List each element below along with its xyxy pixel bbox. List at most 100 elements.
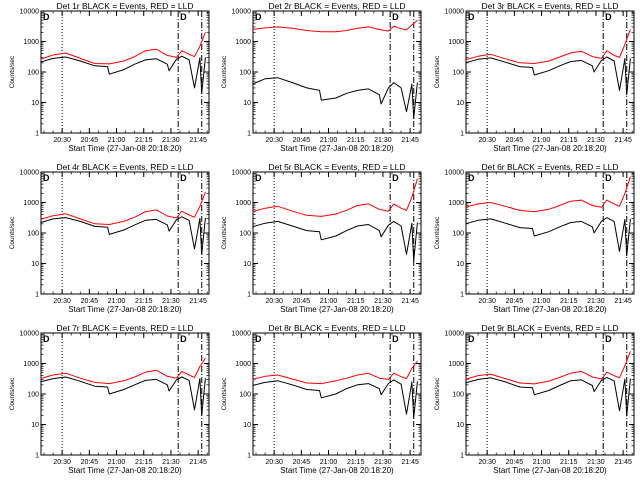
corner-label-left: D	[43, 12, 50, 22]
x-tick-label: 20:30	[265, 298, 283, 305]
series-line-black	[252, 379, 418, 419]
x-tick-label: 21:00	[320, 137, 338, 144]
x-tick-label: 21:15	[560, 137, 578, 144]
x-tick-label: 20:30	[478, 137, 496, 144]
y-axis-label: Counts/sec	[434, 55, 441, 88]
series-line-red	[40, 357, 206, 385]
x-tick-label: 20:45	[506, 298, 524, 305]
corner-label-left: D	[468, 334, 475, 344]
x-tick-label: 21:45	[401, 137, 419, 144]
x-axis-label: Start Time (27-Jan-08 20:18:20)	[493, 144, 607, 153]
series-line-black	[465, 376, 631, 417]
corner-label-right: D	[392, 12, 399, 22]
series-line-red	[465, 351, 631, 385]
x-axis-label: Start Time (27-Jan-08 20:18:20)	[68, 144, 182, 153]
corner-label-left: D	[255, 334, 262, 344]
plot-frame	[252, 171, 422, 295]
y-tick-label: 10	[31, 422, 39, 429]
y-tick-label: 1000	[235, 200, 251, 207]
chart-title: Det 3r BLACK = Events, RED = LLD	[481, 1, 618, 11]
y-tick-label: 1000	[23, 39, 39, 46]
corner-label-left: D	[43, 173, 50, 183]
chart-title: Det 9r BLACK = Events, RED = LLD	[481, 323, 618, 333]
y-tick-label: 1	[460, 292, 464, 299]
y-tick-label: 1	[35, 292, 39, 299]
y-tick-label: 1000	[23, 200, 39, 207]
y-tick-label: 100	[452, 231, 464, 238]
plot-frame	[252, 332, 422, 456]
x-tick-label: 20:45	[81, 459, 99, 466]
x-axis-label: Start Time (27-Jan-08 20:18:20)	[68, 305, 182, 314]
y-tick-label: 1000	[448, 361, 464, 368]
y-axis-label: Counts/sec	[9, 216, 16, 249]
x-tick-label: 21:30	[587, 459, 605, 466]
x-tick-label: 21:45	[189, 298, 207, 305]
y-tick-label: 100	[27, 231, 39, 238]
x-tick-label: 20:30	[265, 137, 283, 144]
y-tick-label: 1	[35, 453, 39, 460]
series-line-black	[40, 376, 206, 416]
y-axis-label: Counts/sec	[221, 55, 228, 88]
x-tick-label: 21:00	[108, 298, 126, 305]
x-tick-label: 21:15	[347, 298, 365, 305]
x-tick-label: 21:00	[320, 459, 338, 466]
x-tick-label: 21:00	[108, 459, 126, 466]
plot-frame	[40, 332, 210, 456]
y-tick-label: 100	[27, 392, 39, 399]
corner-label-right: D	[392, 173, 399, 183]
y-axis-label: Counts/sec	[9, 377, 16, 410]
corner-label-right: D	[605, 12, 612, 22]
corner-label-left: D	[468, 12, 475, 22]
chart-title: Det 5r BLACK = Events, RED = LLD	[268, 162, 405, 172]
x-tick-label: 21:45	[614, 137, 632, 144]
y-tick-label: 10	[243, 100, 251, 107]
x-tick-label: 20:45	[293, 137, 311, 144]
series-line-red	[40, 191, 206, 225]
x-tick-label: 21:45	[614, 298, 632, 305]
x-tick-label: 20:30	[53, 298, 71, 305]
y-tick-label: 1	[247, 292, 251, 299]
x-tick-label: 21:30	[162, 459, 180, 466]
series-line-black	[465, 217, 631, 257]
x-tick-label: 21:30	[587, 298, 605, 305]
y-tick-label: 10	[243, 422, 251, 429]
plot-frame	[40, 10, 210, 134]
x-tick-label: 21:45	[189, 459, 207, 466]
y-tick-label: 100	[27, 70, 39, 77]
corner-label-right: D	[392, 334, 399, 344]
x-axis-label: Start Time (27-Jan-08 20:18:20)	[280, 305, 394, 314]
x-tick-label: 21:00	[108, 137, 126, 144]
chart-panel-5: Det 5r BLACK = Events, RED = LLD 1 10 100 10…	[221, 162, 422, 314]
y-tick-label: 1000	[23, 361, 39, 368]
x-tick-label: 21:30	[162, 298, 180, 305]
chart-panel-7: Det 7r BLACK = Events, RED = LLD 1 10 100 10…	[9, 323, 210, 475]
y-tick-label: 10000	[445, 331, 465, 338]
y-tick-label: 10	[243, 261, 251, 268]
x-tick-label: 20:30	[478, 459, 496, 466]
y-axis-label: Counts/sec	[434, 377, 441, 410]
x-tick-label: 20:30	[478, 298, 496, 305]
y-axis-label: Counts/sec	[221, 216, 228, 249]
y-tick-label: 10000	[232, 170, 252, 177]
y-tick-label: 1000	[448, 39, 464, 46]
x-tick-label: 20:45	[506, 459, 524, 466]
y-tick-label: 10	[456, 100, 464, 107]
y-tick-label: 1	[247, 131, 251, 138]
x-tick-label: 21:15	[135, 459, 153, 466]
plot-frame	[40, 171, 210, 295]
x-axis-label: Start Time (27-Jan-08 20:18:20)	[493, 466, 607, 475]
x-tick-label: 21:15	[347, 137, 365, 144]
y-tick-label: 1000	[235, 361, 251, 368]
corner-label-left: D	[255, 173, 262, 183]
x-tick-label: 21:00	[533, 137, 551, 144]
chart-title: Det 2r BLACK = Events, RED = LLD	[268, 1, 405, 11]
corner-label-left: D	[255, 12, 262, 22]
series-line-red	[252, 360, 418, 385]
series-line-black	[465, 56, 631, 96]
chart-panel-8: Det 8r BLACK = Events, RED = LLD 1 10 100 10…	[221, 323, 422, 475]
x-tick-label: 21:15	[347, 459, 365, 466]
y-tick-label: 1	[35, 131, 39, 138]
plot-frame	[465, 171, 635, 295]
series-line-black	[252, 220, 418, 262]
y-tick-label: 100	[239, 231, 251, 238]
